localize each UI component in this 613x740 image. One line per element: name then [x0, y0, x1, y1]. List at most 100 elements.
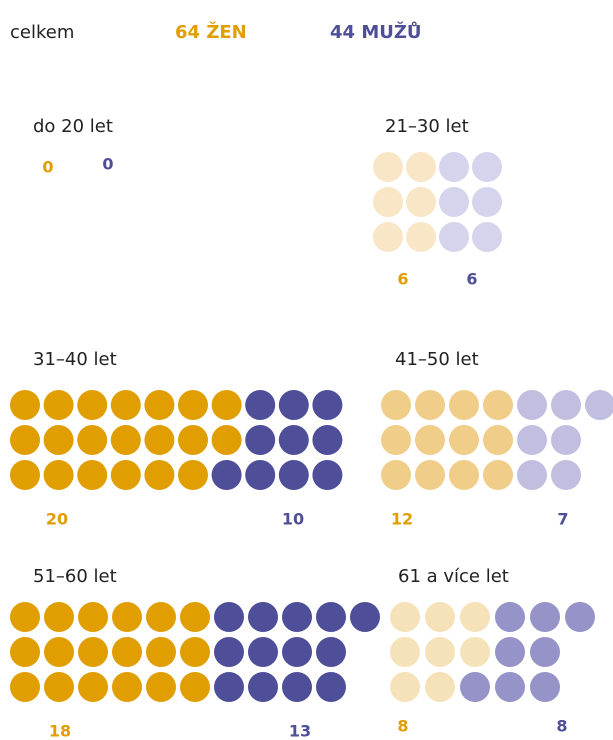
- men-dot: [439, 187, 469, 217]
- men-dot: [214, 637, 244, 667]
- women-dot: [43, 425, 74, 455]
- women-dot: [110, 425, 141, 455]
- women-dot: [44, 672, 74, 702]
- men-dot: [316, 672, 346, 702]
- value-label: 6: [397, 270, 408, 289]
- women-dot: [381, 390, 411, 420]
- women-dot: [146, 672, 176, 702]
- men-dot: [312, 390, 343, 420]
- men-dot: [517, 390, 547, 420]
- men-dot: [278, 425, 309, 455]
- group-title: 51–60 let: [33, 566, 117, 587]
- women-dot: [373, 152, 403, 182]
- men-dot: [282, 637, 312, 667]
- women-dot: [178, 460, 208, 490]
- men-dot: [585, 390, 613, 420]
- value-label: 12: [391, 510, 413, 529]
- women-dot: [10, 390, 40, 420]
- men-dot: [551, 390, 581, 420]
- women-dot: [44, 602, 74, 632]
- women-dot: [449, 425, 479, 455]
- women-dot: [211, 390, 242, 420]
- men-dot: [248, 602, 278, 632]
- men-dot: [472, 222, 502, 252]
- women-dot: [390, 672, 420, 702]
- men-dot: [460, 672, 490, 702]
- men-dot: [495, 637, 525, 667]
- women-dot: [406, 187, 436, 217]
- women-dot: [180, 602, 210, 632]
- men-dot: [439, 222, 469, 252]
- women-dot: [373, 187, 403, 217]
- women-dot: [483, 390, 513, 420]
- value-label: 7: [557, 510, 568, 529]
- value-label: 10: [282, 510, 304, 529]
- women-dot: [78, 672, 108, 702]
- women-dot: [43, 460, 74, 490]
- women-dot: [77, 425, 108, 455]
- women-dot: [180, 672, 210, 702]
- women-dot: [406, 222, 436, 252]
- men-dot: [214, 672, 244, 702]
- women-dot: [178, 425, 208, 455]
- women-dot: [460, 637, 490, 667]
- men-dot: [282, 602, 312, 632]
- men-dot: [530, 672, 560, 702]
- women-dot: [415, 425, 445, 455]
- women-dot: [10, 602, 40, 632]
- women-dot: [425, 672, 455, 702]
- value-label: 8: [556, 717, 567, 736]
- women-dot: [144, 460, 175, 490]
- women-dot: [112, 637, 142, 667]
- women-dot: [77, 390, 108, 420]
- value-label: 6: [466, 270, 477, 289]
- summary-women: 64 ŽEN: [175, 21, 247, 43]
- women-dot: [390, 637, 420, 667]
- women-dot: [144, 390, 175, 420]
- women-dot: [406, 152, 436, 182]
- women-dot: [178, 390, 208, 420]
- men-dot: [530, 602, 560, 632]
- men-dot: [495, 602, 525, 632]
- women-dot: [43, 390, 74, 420]
- group-title: do 20 let: [33, 116, 113, 137]
- men-dot: [248, 637, 278, 667]
- group-title: 21–30 let: [385, 116, 469, 137]
- women-dot: [390, 602, 420, 632]
- women-dot: [415, 460, 445, 490]
- value-label: 0: [102, 155, 113, 174]
- men-dot: [551, 425, 581, 455]
- men-dot: [530, 637, 560, 667]
- men-dot: [214, 602, 244, 632]
- women-dot: [381, 425, 411, 455]
- men-dot: [495, 672, 525, 702]
- men-dot: [245, 390, 276, 420]
- value-label: 13: [289, 722, 311, 740]
- men-dot: [472, 187, 502, 217]
- women-dot: [110, 460, 141, 490]
- group-title: 31–40 let: [33, 349, 117, 370]
- value-label: 18: [49, 722, 71, 740]
- men-dot: [312, 460, 343, 490]
- men-dot: [517, 425, 547, 455]
- men-dot: [350, 602, 380, 632]
- summary-men: 44 MUŽŮ: [330, 20, 422, 43]
- group-title: 41–50 let: [395, 349, 479, 370]
- summary-label: celkem: [10, 22, 74, 43]
- men-dot: [316, 637, 346, 667]
- men-dot: [248, 672, 278, 702]
- men-dot: [517, 460, 547, 490]
- men-dot: [282, 672, 312, 702]
- men-dot: [278, 460, 309, 490]
- women-dot: [415, 390, 445, 420]
- women-dot: [460, 602, 490, 632]
- women-dot: [78, 637, 108, 667]
- women-dot: [144, 425, 175, 455]
- women-dot: [10, 425, 40, 455]
- men-dot: [565, 602, 595, 632]
- women-dot: [381, 460, 411, 490]
- value-label: 0: [42, 158, 53, 177]
- women-dot: [180, 637, 210, 667]
- women-dot: [211, 425, 242, 455]
